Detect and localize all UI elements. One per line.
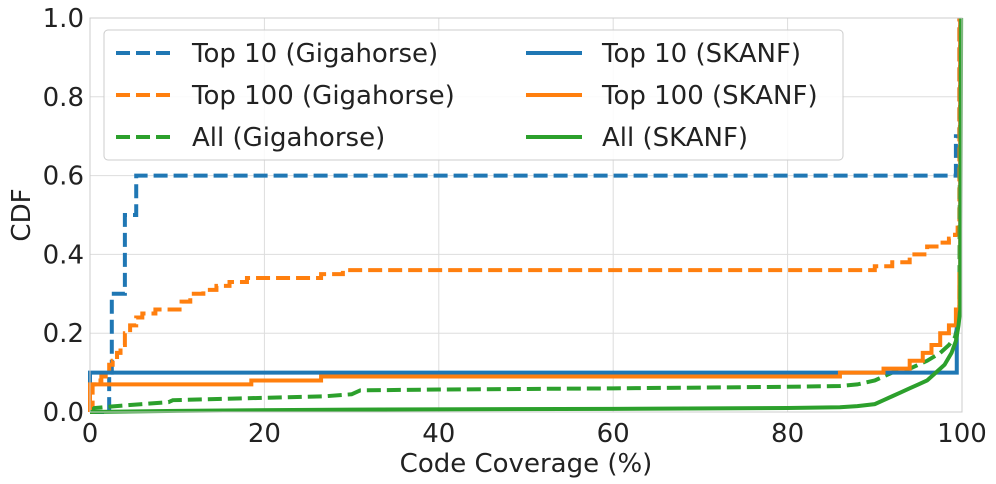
y-axis-label: CDF <box>7 188 37 241</box>
y-tick-label: 0.4 <box>43 240 84 270</box>
legend-label-top-100-gigahorse: Top 100 (Gigahorse) <box>191 81 455 111</box>
series-line-all-gigahorse <box>88 17 963 414</box>
x-tick-label: 80 <box>771 419 804 449</box>
legend-label-all-skanf: All (SKANF) <box>602 123 748 153</box>
series-line-top-100-gigahorse <box>90 18 962 414</box>
y-tick-label: 0.2 <box>43 319 84 349</box>
series-lines <box>88 17 964 414</box>
legend-label-all-gigahorse: All (Gigahorse) <box>192 123 385 153</box>
series-line-top-100-skanf <box>88 18 963 412</box>
x-axis-label: Code Coverage (%) <box>400 449 653 479</box>
y-tick-label: 0.8 <box>43 83 84 113</box>
legend-label-top-10-skanf: Top 10 (SKANF) <box>601 39 801 69</box>
y-tick-label: 0.6 <box>43 162 84 192</box>
series-line-top-10-gigahorse <box>90 18 962 414</box>
plot-frame <box>89 17 963 413</box>
y-tick-label: 1.0 <box>43 4 84 34</box>
x-axis-ticks: 0 20 40 60 80 100 <box>82 419 987 449</box>
x-tick-label: 20 <box>248 419 281 449</box>
x-tick-label: 60 <box>597 419 630 449</box>
x-tick-label: 40 <box>422 419 455 449</box>
y-tick-label: 0.0 <box>43 398 84 428</box>
y-axis-ticks: 0.0 0.2 0.4 0.6 0.8 1.0 <box>43 4 84 428</box>
legend-label-top-10-gigahorse: Top 10 (Gigahorse) <box>191 39 438 69</box>
series-line-all-skanf <box>89 17 964 414</box>
legend: Top 10 (Gigahorse) Top 100 (Gigahorse) All… <box>103 29 844 161</box>
legend-box <box>103 29 844 161</box>
x-tick-label: 100 <box>937 419 987 449</box>
x-tick-label: 0 <box>82 419 99 449</box>
legend-label-top-100-skanf: Top 100 (SKANF) <box>601 81 818 111</box>
